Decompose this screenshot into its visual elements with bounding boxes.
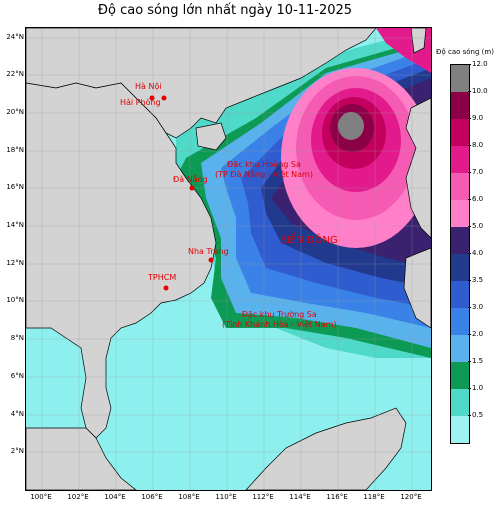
colorbar-band [451, 389, 469, 416]
lon-label: 118°E [363, 493, 385, 501]
colorbar-tick-mark [468, 226, 471, 227]
haiphong-marker [161, 95, 167, 101]
lon-label: 114°E [289, 493, 311, 501]
lat-label: 14°N [6, 221, 24, 229]
colorbar-tick-mark [468, 388, 471, 389]
colorbar-tick-label: 10.0 [472, 87, 488, 95]
colorbar-tick-mark [468, 280, 471, 281]
hainan-land [195, 122, 227, 151]
lat-label: 12°N [6, 259, 24, 267]
colorbar [450, 64, 470, 444]
lat-label: 8°N [10, 334, 24, 342]
lat-label: 18°N [6, 146, 24, 154]
colorbar-tick-label: 1.5 [472, 357, 484, 365]
colorbar-tick-label: 4.0 [472, 249, 484, 257]
colorbar-tick-label: 12.0 [472, 60, 488, 68]
colorbar-tick-mark [468, 145, 471, 146]
colorbar-band [451, 362, 469, 389]
lon-label: 100°E [30, 493, 52, 501]
colorbar-tick-label: 9.0 [472, 114, 484, 122]
colorbar-band [451, 227, 469, 254]
lon-label: 110°E [215, 493, 237, 501]
truongsa-label: Đặc khu Trường Sa (Tỉnh Khánh Hòa - Việt… [222, 310, 337, 329]
lat-label: 22°N [6, 70, 24, 78]
lon-label: 116°E [326, 493, 348, 501]
colorbar-tick-mark [468, 64, 471, 65]
lat-label: 6°N [10, 372, 24, 380]
malay-land [26, 427, 137, 490]
nhatrang-label: Nha Trang [188, 247, 229, 256]
colorbar-tick-mark [468, 253, 471, 254]
colorbar-tick-mark [468, 118, 471, 119]
lon-label: 112°E [252, 493, 274, 501]
colorbar-band [451, 173, 469, 200]
lat-label: 4°N [10, 410, 24, 418]
colorbar-tick-label: 2.0 [472, 330, 484, 338]
colorbar-band [451, 281, 469, 308]
colorbar-band [451, 335, 469, 362]
lon-label: 106°E [141, 493, 163, 501]
graticule [26, 28, 431, 490]
colorbar-tick-label: 3.5 [472, 276, 484, 284]
tphcm-label: TPHCM [148, 273, 177, 282]
lon-label: 102°E [67, 493, 89, 501]
wave-height-map [25, 27, 432, 491]
hoangsa-label: Đặc khu Hoàng Sa (TP Đà Nẵng - Việt Nam) [215, 160, 313, 179]
legend-title: Độ cao sóng (m) [436, 48, 494, 56]
colorbar-band [451, 254, 469, 281]
colorbar-tick-mark [468, 334, 471, 335]
lon-label: 104°E [104, 493, 126, 501]
haiphong-label: Hải Phòng [120, 98, 161, 107]
danang-label: Đà Nẵng [173, 175, 208, 184]
bien-dong-label: BIỂN ĐÔNG [280, 235, 338, 246]
hanoi-label: Hà Nội [135, 82, 162, 91]
lat-label: 2°N [10, 447, 24, 455]
colorbar-tick-label: 7.0 [472, 168, 484, 176]
colorbar-tick-label: 3.0 [472, 303, 484, 311]
taiwan-land [410, 28, 427, 54]
map-title: Độ cao sóng lớn nhất ngày 10-11-2025 [97, 3, 353, 18]
nhatrang-marker [208, 257, 214, 263]
colorbar-tick-label: 6.0 [472, 195, 484, 203]
colorbar-band [451, 200, 469, 227]
colorbar-tick-mark [468, 172, 471, 173]
colorbar-tick-label: 0.5 [472, 411, 484, 419]
colorbar-tick-label: 5.0 [472, 222, 484, 230]
lat-label: 24°N [6, 33, 24, 41]
colorbar-band [451, 416, 469, 443]
colorbar-tick-label: 1.0 [472, 384, 484, 392]
tphcm-marker [163, 285, 169, 291]
lon-label: 120°E [400, 493, 422, 501]
hanoi-marker [149, 95, 155, 101]
philippines-land [405, 97, 431, 239]
colorbar-band [451, 119, 469, 146]
colorbar-band [451, 146, 469, 173]
lat-label: 10°N [6, 296, 24, 304]
colorbar-band [451, 308, 469, 335]
philippines-south-land [403, 247, 431, 329]
danang-marker [189, 185, 195, 191]
band-12m [338, 112, 364, 140]
colorbar-tick-mark [468, 91, 471, 92]
borneo-land [245, 407, 407, 490]
colorbar-tick-mark [468, 361, 471, 362]
colorbar-tick-mark [468, 307, 471, 308]
indochina-land [26, 82, 217, 439]
colorbar-tick-mark [468, 415, 471, 416]
lat-label: 20°N [6, 108, 24, 116]
lat-label: 16°N [6, 183, 24, 191]
colorbar-tick-label: 8.0 [472, 141, 484, 149]
colorbar-band [451, 65, 469, 92]
colorbar-band [451, 92, 469, 119]
lon-label: 108°E [178, 493, 200, 501]
colorbar-tick-mark [468, 199, 471, 200]
